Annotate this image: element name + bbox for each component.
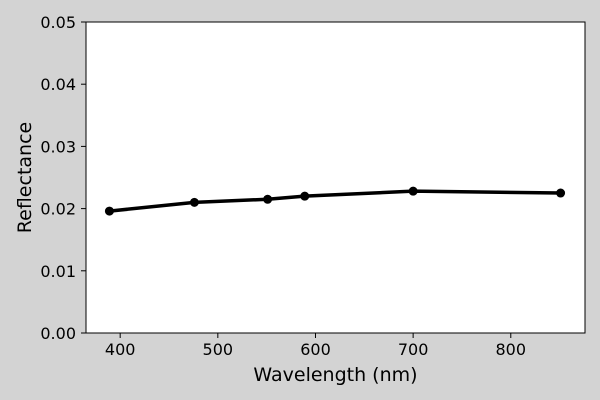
y-tick-label: 0.03 bbox=[40, 137, 76, 156]
series bbox=[104, 186, 566, 216]
x-tick-label: 500 bbox=[203, 340, 234, 359]
data-point bbox=[300, 191, 310, 201]
y-tick-label: 0.04 bbox=[40, 75, 76, 94]
y-axis-label: Reflectance bbox=[14, 122, 36, 233]
data-point bbox=[408, 186, 418, 196]
data-point bbox=[189, 197, 199, 207]
data-point bbox=[263, 194, 273, 204]
data-point bbox=[104, 206, 114, 216]
plot-frame bbox=[85, 21, 586, 334]
x-tick-label: 400 bbox=[105, 340, 136, 359]
x-tick-label: 600 bbox=[300, 340, 331, 359]
x-axis-label: Wavelength (nm) bbox=[253, 364, 417, 386]
y-tick-label: 0.01 bbox=[40, 262, 76, 281]
x-tick-label: 800 bbox=[496, 340, 527, 359]
ticks: 400 500 600 700 800 0.00 0.01 0.02 0.03 0.04 0.05 bbox=[40, 13, 526, 359]
y-tick-label: 0.02 bbox=[40, 200, 76, 219]
plot-area bbox=[86, 22, 585, 333]
y-tick-label: 0.05 bbox=[40, 13, 76, 32]
y-tick-label: 0.00 bbox=[40, 324, 76, 343]
x-tick-label: 700 bbox=[398, 340, 429, 359]
series-line bbox=[107, 189, 563, 213]
data-point bbox=[556, 188, 566, 198]
